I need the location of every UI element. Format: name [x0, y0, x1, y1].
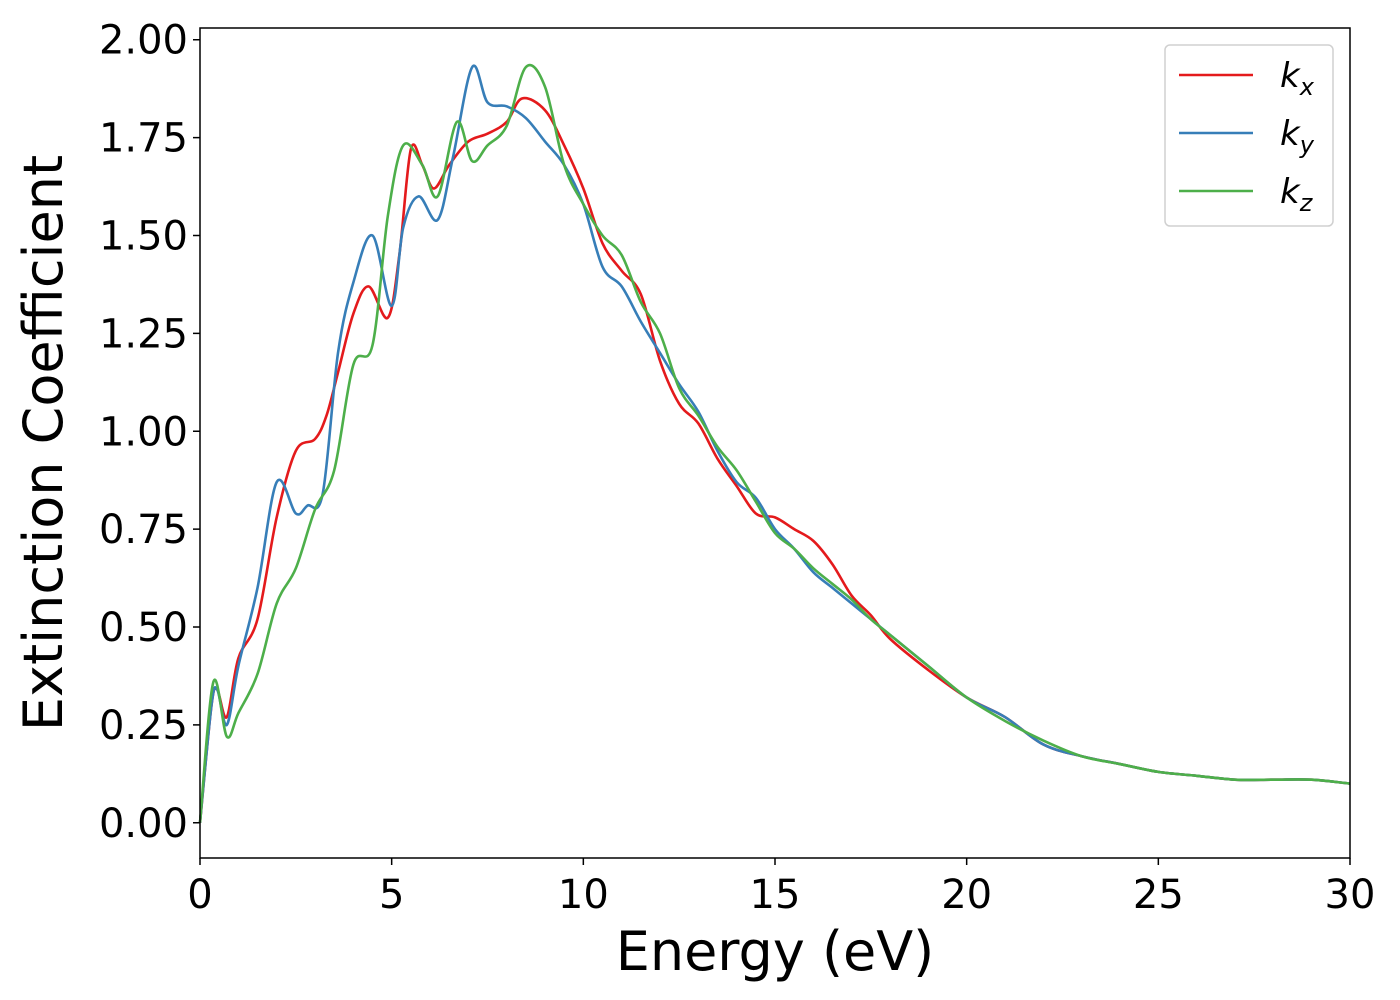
y-tick-label: 1.25 [99, 311, 188, 357]
x-tick-label: 5 [379, 872, 404, 918]
legend-label-ky: ky [1280, 114, 1315, 159]
y-tick-label: 0.50 [99, 605, 188, 651]
legend-box [1164, 44, 1334, 227]
series-line-ky [198, 64, 1351, 823]
x-tick-label: 20 [941, 872, 992, 918]
legend-label-kz: kz [1280, 172, 1314, 217]
y-tick-label: 1.50 [99, 214, 188, 260]
series-layer [198, 63, 1351, 823]
x-tick-label: 15 [750, 872, 801, 918]
y-tick-label: 2.00 [99, 18, 188, 64]
y-axis-title: Extinction Coefficient [12, 155, 75, 731]
x-tick-label: 30 [1325, 872, 1376, 918]
x-tick-label: 0 [187, 872, 212, 918]
y-tick-label: 0.25 [99, 703, 188, 749]
y-tick-label: 0.75 [99, 507, 188, 553]
legend: kx ky kz [1164, 44, 1334, 227]
y-tick-label: 1.75 [99, 116, 188, 162]
y-tick-label: 0.00 [99, 801, 188, 847]
y-tick-label: 1.00 [99, 409, 188, 455]
legend-label-kx: kx [1280, 56, 1315, 101]
x-tick-label: 25 [1133, 872, 1184, 918]
series-line-kz [198, 63, 1351, 823]
x-axis: 0 5 10 15 20 25 30 [187, 858, 1375, 918]
x-axis-title: Energy (eV) [616, 920, 935, 983]
y-axis: 0.00 0.25 0.50 0.75 1.00 1.25 1.50 1.75 2.00 [99, 18, 200, 847]
x-tick-label: 10 [558, 872, 609, 918]
